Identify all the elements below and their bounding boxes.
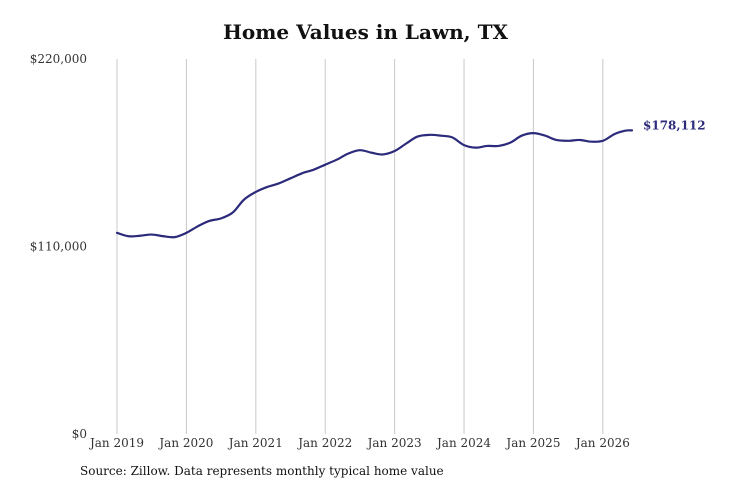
y-tick-label: $220,000 xyxy=(30,52,87,66)
x-tick-label: Jan 2026 xyxy=(574,436,630,450)
source-note: Source: Zillow. Data represents monthly … xyxy=(80,464,444,478)
y-tick-label: $0 xyxy=(72,427,87,441)
home-value-line xyxy=(115,129,634,239)
chart-title: Home Values in Lawn, TX xyxy=(222,20,509,44)
x-tick-label: Jan 2023 xyxy=(366,436,422,450)
x-tick-label: Jan 2025 xyxy=(504,436,560,450)
x-tick-label: Jan 2021 xyxy=(227,436,283,450)
x-tick-label: Jan 2024 xyxy=(435,436,491,450)
y-tick-label: $110,000 xyxy=(30,240,87,254)
x-tick-label: Jan 2019 xyxy=(88,436,144,450)
end-value-label: $178,112 xyxy=(643,118,706,132)
x-tick-label: Jan 2020 xyxy=(157,436,213,450)
x-tick-label: Jan 2022 xyxy=(296,436,352,450)
